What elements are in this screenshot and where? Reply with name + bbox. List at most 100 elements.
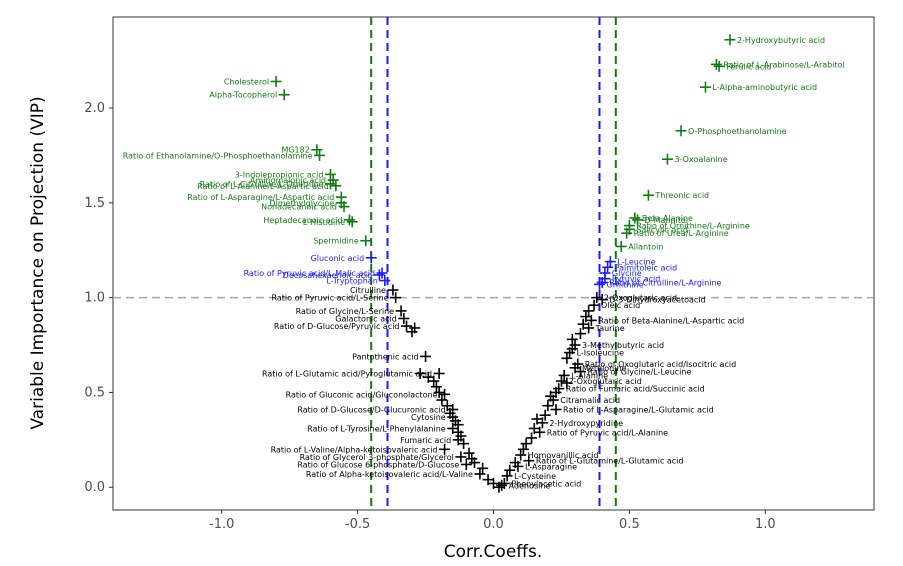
point-label: 2-Oxoglutaric acid xyxy=(568,377,641,386)
point-label: Nonadecanoic acid xyxy=(261,203,337,212)
data-point xyxy=(346,216,358,228)
point-label: Adenosine xyxy=(509,481,551,490)
data-point xyxy=(534,426,546,438)
x-axis: -1.0 -0.5 0.0 0.5 1.0 xyxy=(209,510,776,532)
x-tick-label: 0.5 xyxy=(619,517,640,532)
data-point xyxy=(558,369,570,381)
y-tick-label: 0.0 xyxy=(84,480,105,495)
point-label: Citrulline xyxy=(350,286,386,295)
point-label: Ratio of Gluconic acid/Gluconolactone xyxy=(286,390,438,399)
data-point xyxy=(523,455,535,467)
point-label: Methionine xyxy=(582,364,627,373)
data-point xyxy=(588,299,600,311)
data-point xyxy=(555,375,567,387)
point-label: Homovanillic acid xyxy=(528,451,599,460)
point-label: Fumaric acid xyxy=(400,436,451,445)
data-point xyxy=(583,305,595,317)
point-label: Citramalic acid xyxy=(560,396,620,405)
data-point xyxy=(515,449,527,461)
data-point xyxy=(477,462,489,474)
data-point xyxy=(343,214,355,226)
data-point xyxy=(338,201,350,213)
data-point xyxy=(536,417,548,429)
data-point xyxy=(602,261,614,273)
point-label: Ratio of D-Glucose/D-Glucuronic acid xyxy=(297,406,445,415)
point-label: Spermidine xyxy=(313,237,359,246)
data-point xyxy=(428,375,440,387)
data-point xyxy=(439,443,451,455)
data-point xyxy=(501,470,513,482)
point-label: D-3-Dihydroxyacetoacid xyxy=(609,296,705,305)
data-point xyxy=(414,367,426,379)
data-point xyxy=(379,275,391,287)
data-point xyxy=(452,434,464,446)
point-label: Ratio of L-Tyrosine/L-Phenylalanine xyxy=(307,424,446,433)
y-tick-label: 1.5 xyxy=(84,196,105,211)
data-point xyxy=(710,58,722,70)
point-label: Alpha-Tocopherol xyxy=(209,91,277,100)
point-label: Galactonic acid xyxy=(335,314,397,323)
point-label: Ratio of Ethanolamine/O-Phosphoethanolam… xyxy=(123,151,313,160)
data-point xyxy=(561,352,573,364)
data-point xyxy=(498,477,510,489)
y-tick-label: 0.5 xyxy=(84,385,105,400)
data-point xyxy=(387,284,399,296)
point-label: Palmitoleic acid xyxy=(615,263,678,272)
plot-panel xyxy=(112,16,875,511)
data-point xyxy=(569,339,581,351)
point-label: Ratio of Pyruvic acid/L-Serine xyxy=(272,294,389,303)
point-label: Ratio of L-Glutamic acid/Pyroglutamic ac… xyxy=(262,369,432,378)
point-label: Ratio of L-Alanine/L-Aspartic acid xyxy=(197,182,329,191)
data-point xyxy=(324,168,336,180)
point-label: Ratio of L-Arabinose/L-Arabitol xyxy=(723,60,844,69)
point-label: Pantothenic acid xyxy=(352,352,418,361)
point-label: Ratio of Glycine/L-Leucine xyxy=(587,368,691,377)
data-point xyxy=(504,464,516,476)
data-point xyxy=(324,178,336,190)
data-point xyxy=(460,458,472,470)
point-label: Ratio of D-Glucose/Pyruvic acid xyxy=(274,322,400,331)
point-label: Ratio of Glycerol 3-phosphate/Glycerol xyxy=(300,453,454,462)
data-point xyxy=(596,276,608,288)
data-point xyxy=(496,479,508,491)
data-point xyxy=(553,383,565,395)
point-label: 2-Oxoglutaric acid xyxy=(604,294,677,303)
point-label: Salicylic acid xyxy=(636,225,688,234)
point-label: L-Isoleucine xyxy=(577,349,625,358)
point-label: Ratio of Citrulline/L-Arginine xyxy=(609,278,721,287)
data-point xyxy=(398,312,410,324)
point-label: D-Mannitol xyxy=(645,216,688,225)
data-point xyxy=(596,294,608,306)
data-point xyxy=(526,432,538,444)
data-point xyxy=(574,328,586,340)
point-label: Dimethylglycine xyxy=(269,199,334,208)
data-point xyxy=(591,292,603,304)
data-point xyxy=(270,75,282,87)
point-label: Ratio of Beta-Alanine/L-Aspartic acid xyxy=(598,316,744,325)
data-point xyxy=(430,381,442,393)
data-point xyxy=(517,443,529,455)
data-point xyxy=(699,81,711,93)
point-label: L-Tryptophan xyxy=(326,277,377,286)
point-label: Ferulic acid xyxy=(726,62,771,71)
data-point xyxy=(561,377,573,389)
point-label: Ratio of Pyruvic acid/L-Alanine xyxy=(547,428,668,437)
data-point xyxy=(436,394,448,406)
data-point xyxy=(468,457,480,469)
data-point xyxy=(520,438,532,450)
y-axis: 0.0 0.5 1.0 1.5 2.0 xyxy=(84,101,113,495)
point-label: L-Alanine xyxy=(571,371,608,380)
data-point xyxy=(583,322,595,334)
data-point xyxy=(376,267,388,279)
point-label: L-Asparagine xyxy=(525,462,577,471)
point-label: Heptadecanoic acid xyxy=(263,216,342,225)
data-point xyxy=(463,447,475,459)
x-tick-label: -1.0 xyxy=(209,517,234,532)
data-point xyxy=(474,468,486,480)
x-tick-label: 1.0 xyxy=(755,517,776,532)
data-point xyxy=(585,314,597,326)
data-point xyxy=(439,388,451,400)
data-points xyxy=(270,34,736,493)
data-point xyxy=(642,189,654,201)
